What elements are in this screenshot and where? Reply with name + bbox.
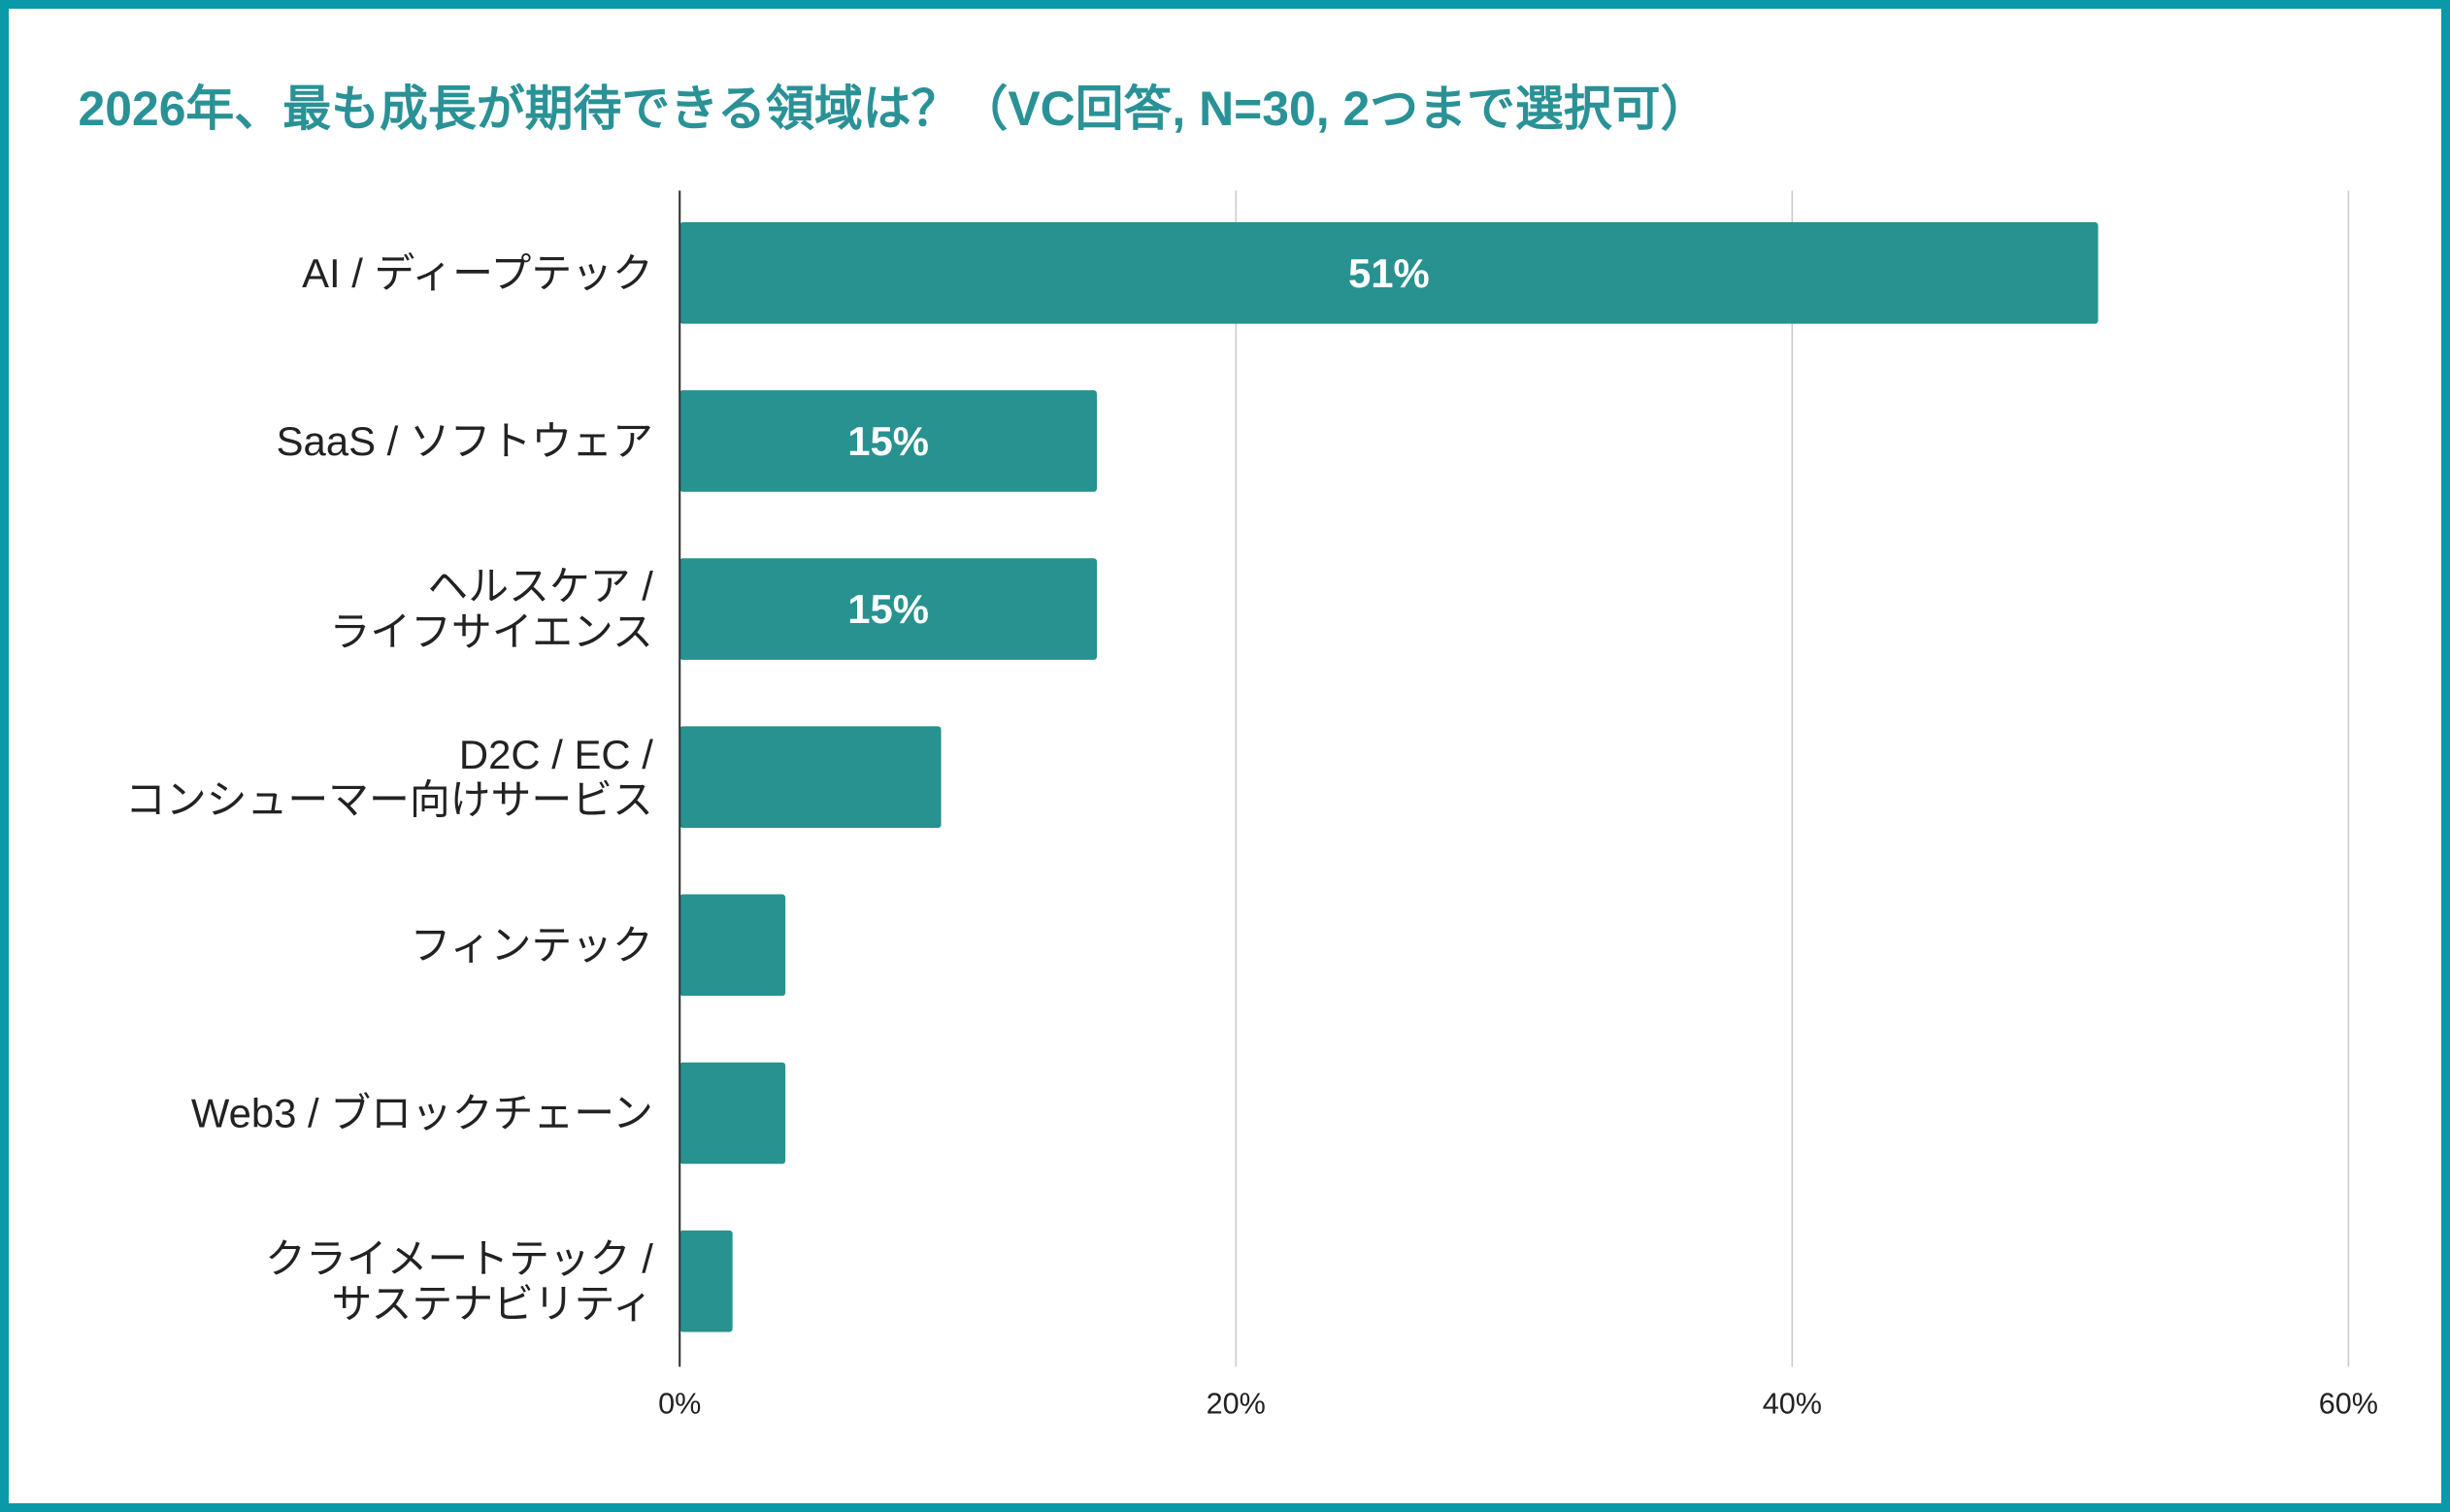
gridlines bbox=[1235, 190, 2350, 1367]
bar bbox=[679, 390, 1098, 492]
bars: 51% 15% 15% bbox=[679, 222, 2099, 1332]
x-tick-labels: 0% 20% 40% 60% bbox=[658, 1388, 2378, 1421]
chart-title: 2026年、最も成長が期待できる領域は？（VC回答, N=30, 2つまで選択可… bbox=[78, 82, 1708, 136]
bar bbox=[679, 558, 1098, 660]
category-label: Web3 / ブロックチェーン bbox=[191, 1090, 653, 1135]
x-tick-label: 40% bbox=[1763, 1388, 1822, 1421]
bar bbox=[679, 894, 786, 997]
bar bbox=[679, 222, 2099, 324]
data-label: 51% bbox=[1348, 250, 1430, 296]
x-tick-label: 60% bbox=[2319, 1388, 2378, 1421]
category-label: SaaS / ソフトウェア bbox=[277, 418, 653, 464]
category-label: D2C / EC /コンシューマー向けサービス bbox=[125, 732, 653, 823]
category-label: クライメートテック /サステナビリティ bbox=[265, 1235, 653, 1327]
category-label: ヘルスケア /ライフサイエンス bbox=[329, 564, 653, 655]
category-label: AI / ディープテック bbox=[302, 250, 653, 296]
data-label: 15% bbox=[847, 586, 929, 632]
bar bbox=[679, 1062, 786, 1165]
x-tick-label: 20% bbox=[1207, 1388, 1266, 1421]
bar bbox=[679, 1230, 733, 1332]
bar bbox=[679, 726, 942, 829]
category-label: フィンテック bbox=[411, 922, 653, 968]
data-label: 15% bbox=[847, 418, 929, 464]
x-tick-label: 0% bbox=[658, 1388, 701, 1421]
